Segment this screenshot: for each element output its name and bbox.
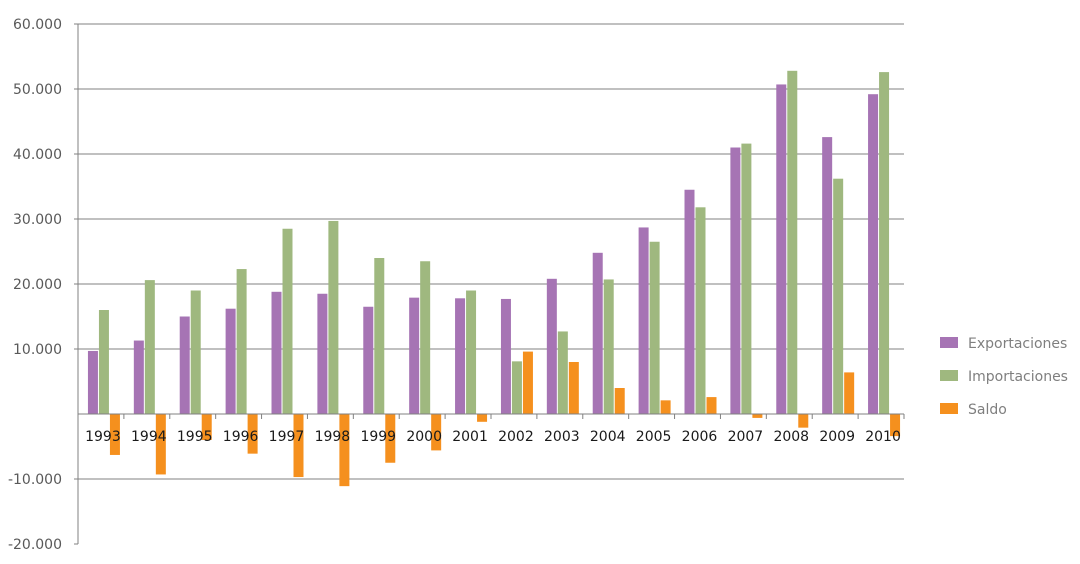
bar-exportaciones-1994	[133, 340, 144, 414]
bar-saldo-2004	[614, 388, 625, 414]
x-tick-label: 1999	[360, 429, 396, 445]
legend-label-exportaciones: Exportaciones	[968, 336, 1067, 352]
y-tick-label: -10.000	[8, 472, 62, 488]
y-tick-label: 40.000	[13, 147, 62, 163]
x-tick-label: 1994	[131, 429, 167, 445]
bar-importaciones-1996	[236, 269, 247, 414]
bar-saldo-2002	[522, 351, 533, 414]
x-tick-label: 2000	[406, 429, 442, 445]
bar-saldo-2001	[477, 414, 488, 422]
y-tick-label: 20.000	[13, 277, 62, 293]
bar-importaciones-1994	[144, 280, 155, 414]
bar-saldo-2007	[752, 414, 763, 418]
bar-saldo-2003	[568, 362, 579, 414]
bar-importaciones-1999	[374, 258, 385, 414]
bar-exportaciones-1998	[317, 293, 328, 414]
x-tick-label: 2010	[865, 429, 901, 445]
bar-exportaciones-2005	[638, 227, 649, 414]
bar-exportaciones-1999	[363, 306, 374, 414]
x-tick-label: 2004	[590, 429, 626, 445]
x-tick-label: 2009	[819, 429, 855, 445]
y-tick-label: -20.000	[8, 537, 62, 553]
x-tick-label: 1995	[177, 429, 213, 445]
bar-saldo-1998	[339, 414, 350, 487]
y-axis-labels: -20.000 -10.000 10.000 20.000 30.000 40.000 50…	[8, 17, 62, 553]
x-axis-labels: 1993 1994 1995 1996 1997 1998 1999 2000 2001 2002…	[85, 429, 901, 445]
x-tick-label: 2006	[682, 429, 718, 445]
bar-importaciones-1998	[328, 220, 339, 414]
axes	[74, 23, 905, 545]
bar-importaciones-1993	[98, 310, 109, 414]
bar-importaciones-2000	[420, 261, 431, 414]
bar-exportaciones-2004	[592, 252, 603, 414]
bar-saldo-1995	[201, 414, 212, 440]
bar-importaciones-1995	[190, 290, 201, 414]
legend-swatch-exportaciones	[940, 337, 958, 348]
bar-importaciones-2009	[833, 178, 844, 414]
gridlines	[78, 23, 904, 480]
bar-importaciones-2010	[879, 72, 890, 414]
y-tick-label: 30.000	[13, 212, 62, 228]
bar-saldo-2008	[798, 414, 809, 428]
bar-importaciones-2008	[787, 70, 798, 415]
x-tick-label: 2005	[636, 429, 672, 445]
x-tick-label: 1998	[315, 429, 351, 445]
legend-swatch-importaciones	[940, 370, 958, 381]
x-tick-label: 2003	[544, 429, 580, 445]
bar-exportaciones-2002	[500, 298, 511, 414]
bar-importaciones-2001	[466, 290, 477, 414]
bar-exportaciones-2008	[776, 84, 787, 414]
bar-exportaciones-2010	[868, 94, 879, 414]
bar-saldo-2009	[844, 372, 855, 414]
bar-saldo-1993	[109, 414, 120, 455]
bar-importaciones-2004	[603, 279, 614, 414]
bar-exportaciones-2009	[822, 137, 833, 414]
bar-importaciones-2003	[557, 331, 568, 414]
bar-importaciones-2007	[741, 143, 752, 414]
bar-saldo-1997	[293, 414, 304, 478]
x-tick-label: 1997	[269, 429, 305, 445]
x-tick-label: 2008	[773, 429, 809, 445]
legend-label-saldo: Saldo	[968, 402, 1007, 418]
x-tick-label: 2002	[498, 429, 534, 445]
bar-exportaciones-2003	[546, 278, 557, 414]
x-tick-label: 1996	[223, 429, 259, 445]
legend-label-importaciones: Importaciones	[968, 369, 1068, 385]
bar-importaciones-2005	[649, 241, 660, 414]
bar-exportaciones-2006	[684, 189, 695, 414]
x-tick-label: 2001	[452, 429, 488, 445]
bar-saldo-2000	[431, 414, 442, 451]
x-tick-label: 2007	[728, 429, 764, 445]
bar-saldo-1994	[155, 414, 166, 475]
bar-exportaciones-2001	[455, 298, 466, 414]
bar-saldo-2005	[660, 400, 671, 414]
y-tick-label: 10.000	[13, 342, 62, 358]
bar-saldo-1996	[247, 414, 258, 454]
x-tick-label: 1993	[85, 429, 121, 445]
bar-exportaciones-1995	[179, 316, 190, 414]
y-tick-label: 60.000	[13, 17, 62, 33]
bars	[87, 70, 901, 487]
bar-saldo-1999	[385, 414, 396, 463]
bar-saldo-2006	[706, 397, 717, 414]
bar-exportaciones-1997	[271, 291, 282, 414]
bar-importaciones-1997	[282, 228, 293, 414]
bar-importaciones-2006	[695, 207, 706, 414]
bar-saldo-2010	[890, 414, 901, 437]
bar-exportaciones-1996	[225, 308, 236, 414]
legend-swatch-saldo	[940, 403, 958, 414]
bar-exportaciones-2007	[730, 147, 741, 414]
legend: Exportaciones Importaciones Saldo	[940, 336, 1068, 418]
bar-importaciones-2002	[511, 361, 522, 414]
y-tick-label: 50.000	[13, 82, 62, 98]
bar-exportaciones-1993	[87, 350, 98, 414]
bar-exportaciones-2000	[409, 297, 420, 414]
